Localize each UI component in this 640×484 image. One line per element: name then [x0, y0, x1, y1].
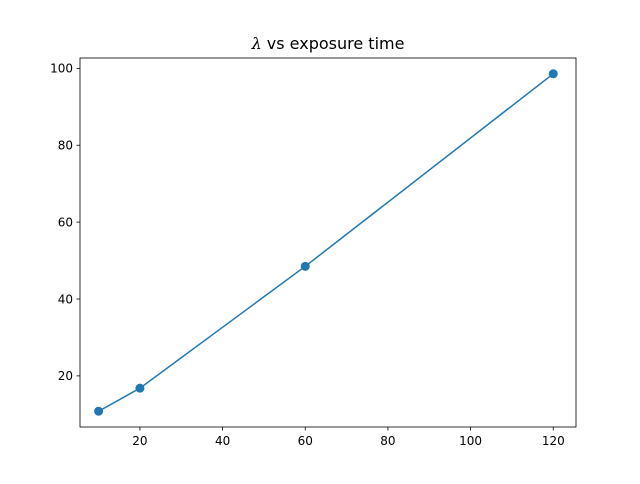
- y-tick-label: 40: [58, 292, 73, 306]
- x-tick-label: 100: [459, 434, 482, 448]
- y-tick-label: 100: [50, 62, 73, 76]
- series-points: [94, 69, 558, 416]
- y-tick-label: 60: [58, 215, 73, 229]
- axes-frame: [79, 57, 577, 428]
- x-tick-label: 40: [215, 434, 230, 448]
- x-tick-label: 120: [542, 434, 565, 448]
- chart-title-text: vs exposure time: [262, 34, 405, 53]
- data-point: [300, 261, 310, 271]
- chart-title-symbol: λ: [251, 34, 262, 53]
- x-axis-ticks: 20 40 60 80 100 120: [132, 427, 565, 448]
- data-point: [94, 406, 104, 416]
- y-tick-label: 20: [58, 369, 73, 383]
- data-point: [135, 383, 145, 393]
- series-line: [97, 72, 555, 413]
- x-tick-label: 80: [380, 434, 395, 448]
- x-tick-label: 60: [298, 434, 313, 448]
- data-point: [548, 69, 558, 79]
- y-tick-label: 80: [58, 139, 73, 153]
- y-axis-ticks: 20 40 60 80 100: [50, 62, 80, 383]
- plot-area: [94, 69, 558, 416]
- chart-title: λ vs exposure time: [251, 34, 405, 53]
- x-tick-label: 20: [132, 434, 147, 448]
